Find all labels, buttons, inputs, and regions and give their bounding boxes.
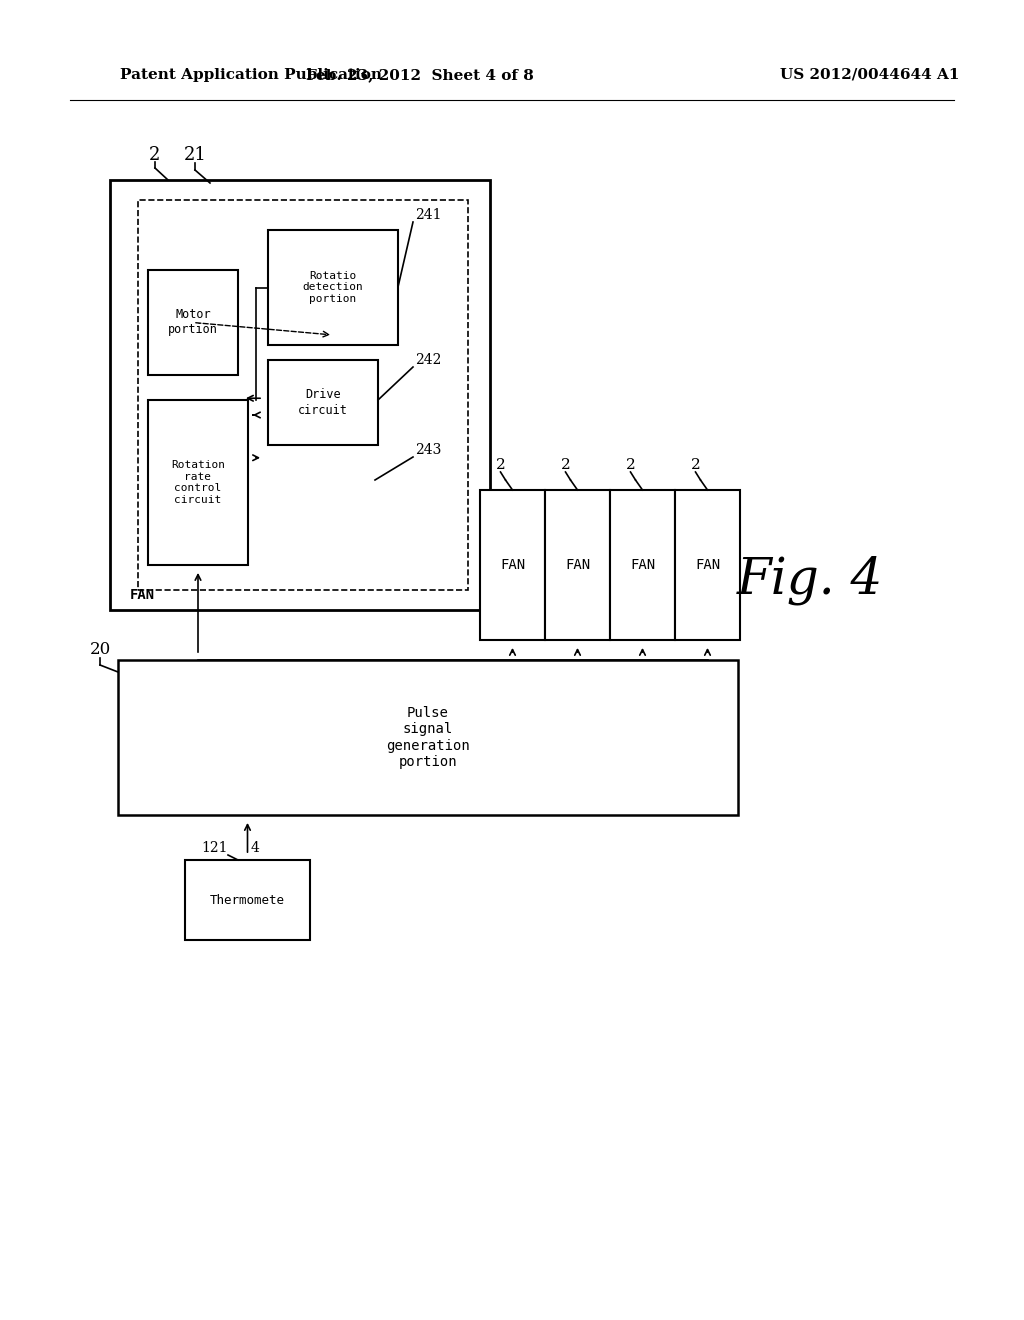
Bar	[118, 660, 738, 814]
Text: Motor
portion: Motor portion	[168, 309, 218, 337]
Bar	[185, 861, 310, 940]
Text: FAN: FAN	[500, 558, 525, 572]
Bar	[675, 490, 740, 640]
Text: Fig. 4: Fig. 4	[737, 556, 883, 605]
Text: Rotatio
detection
portion: Rotatio detection portion	[303, 271, 364, 304]
Text: Patent Application Publication: Patent Application Publication	[120, 69, 382, 82]
Bar	[148, 400, 248, 565]
Text: FAN: FAN	[630, 558, 655, 572]
Text: Drive
circuit: Drive circuit	[298, 388, 348, 417]
Text: 121: 121	[202, 841, 228, 855]
Text: 2: 2	[496, 458, 506, 473]
Text: 2: 2	[626, 458, 635, 473]
Bar	[138, 201, 468, 590]
Text: 241: 241	[415, 209, 441, 222]
Text: US 2012/0044644 A1: US 2012/0044644 A1	[780, 69, 959, 82]
Text: 243: 243	[415, 444, 441, 457]
Text: Feb. 23, 2012  Sheet 4 of 8: Feb. 23, 2012 Sheet 4 of 8	[306, 69, 534, 82]
Text: FAN: FAN	[695, 558, 720, 572]
Text: Rotation
rate
control
circuit: Rotation rate control circuit	[171, 461, 225, 504]
Bar	[480, 490, 545, 640]
Text: 2: 2	[150, 147, 161, 164]
Text: Pulse
signal
generation
portion: Pulse signal generation portion	[386, 706, 470, 768]
Text: 2: 2	[560, 458, 570, 473]
Text: 2: 2	[690, 458, 700, 473]
Text: 242: 242	[415, 352, 441, 367]
Text: 21: 21	[183, 147, 207, 164]
Text: FAN: FAN	[565, 558, 590, 572]
Bar	[110, 180, 490, 610]
Bar	[610, 490, 675, 640]
Bar	[268, 230, 398, 345]
Text: FAN: FAN	[130, 587, 155, 602]
Bar	[268, 360, 378, 445]
Text: 4: 4	[251, 841, 259, 855]
Bar	[545, 490, 610, 640]
Text: 20: 20	[89, 642, 111, 659]
Bar	[148, 271, 238, 375]
Text: Thermomete: Thermomete	[210, 894, 285, 907]
